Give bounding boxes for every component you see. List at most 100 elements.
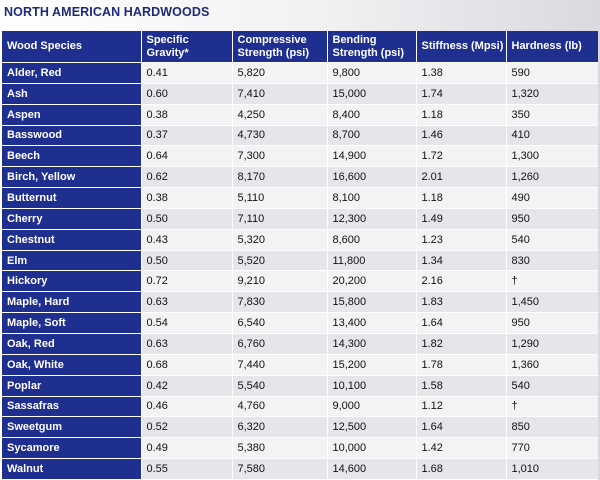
cell-bending-strength: 11,800 [327,250,417,272]
cell-specific-gravity: 0.72 [141,270,233,293]
hardwoods-table: Wood Species Specific Gravity* Compressi… [2,31,598,480]
cell-stiffness: 1.18 [416,187,507,209]
col-header-bending-strength: Bending Strength (psi) [327,31,417,63]
cell-hardness: 590 [506,62,598,84]
cell-compressive-strength: 6,540 [232,312,328,334]
cell-bending-strength: 12,300 [327,208,417,230]
table-row: Basswood 0.37 4,730 8,700 1.46 410 [2,125,598,147]
cell-stiffness: 1.82 [416,333,507,355]
cell-stiffness: 1.46 [416,125,507,147]
cell-hardness: 950 [506,208,598,230]
cell-stiffness: 1.18 [416,104,507,126]
cell-hardness: 1,300 [506,145,598,168]
cell-stiffness: 1.83 [416,291,507,314]
cell-hardness: 1,360 [506,354,598,376]
cell-specific-gravity: 0.37 [141,125,233,147]
table-row: Oak, Red 0.63 6,760 14,300 1.82 1,290 [2,333,598,355]
cell-hardness: 1,450 [506,291,598,314]
cell-stiffness: 1.58 [416,375,507,397]
cell-species: Aspen [2,104,142,126]
cell-stiffness: 1.78 [416,354,507,376]
cell-bending-strength: 15,200 [327,354,417,376]
cell-bending-strength: 13,400 [327,312,417,334]
table-row: Sassafras 0.46 4,760 9,000 1.12 † [2,396,598,418]
cell-hardness: 950 [506,312,598,334]
cell-compressive-strength: 4,250 [232,104,328,126]
cell-hardness: 1,260 [506,166,598,189]
cell-stiffness: 1.42 [416,437,507,460]
cell-species: Oak, Red [2,333,142,355]
table-row: Alder, Red 0.41 5,820 9,800 1.38 590 [2,62,598,84]
cell-bending-strength: 10,000 [327,437,417,460]
cell-hardness: † [506,396,598,418]
cell-specific-gravity: 0.46 [141,396,233,418]
cell-bending-strength: 8,600 [327,229,417,251]
cell-species: Oak, White [2,354,142,376]
cell-bending-strength: 14,300 [327,333,417,355]
cell-compressive-strength: 7,110 [232,208,328,230]
cell-hardness: 540 [506,375,598,397]
table-row: Maple, Soft 0.54 6,540 13,400 1.64 950 [2,312,598,334]
cell-bending-strength: 15,000 [327,83,417,105]
cell-bending-strength: 14,900 [327,145,417,168]
table-row: Ash 0.60 7,410 15,000 1.74 1,320 [2,83,598,105]
cell-compressive-strength: 5,540 [232,375,328,397]
cell-specific-gravity: 0.54 [141,312,233,334]
cell-bending-strength: 10,100 [327,375,417,397]
cell-stiffness: 1.72 [416,145,507,168]
cell-specific-gravity: 0.49 [141,437,233,460]
table-row: Butternut 0.38 5,110 8,100 1.18 490 [2,187,598,209]
table-row: Cherry 0.50 7,110 12,300 1.49 950 [2,208,598,230]
cell-hardness: 850 [506,416,598,439]
cell-stiffness: 1.34 [416,250,507,272]
cell-hardness: † [506,270,598,293]
cell-bending-strength: 14,600 [327,458,417,480]
table-row: Sycamore 0.49 5,380 10,000 1.42 770 [2,437,598,460]
col-header-specific-gravity: Specific Gravity* [141,31,233,63]
header-row: Wood Species Specific Gravity* Compressi… [2,31,598,63]
cell-specific-gravity: 0.43 [141,229,233,251]
cell-compressive-strength: 4,760 [232,396,328,418]
cell-compressive-strength: 7,580 [232,458,328,480]
table-row: Birch, Yellow 0.62 8,170 16,600 2.01 1,260 [2,166,598,189]
cell-hardness: 540 [506,229,598,251]
cell-stiffness: 1.49 [416,208,507,230]
cell-compressive-strength: 5,520 [232,250,328,272]
cell-compressive-strength: 5,320 [232,229,328,251]
cell-specific-gravity: 0.38 [141,187,233,209]
cell-stiffness: 2.16 [416,270,507,293]
cell-species: Butternut [2,187,142,209]
cell-bending-strength: 8,400 [327,104,417,126]
cell-stiffness: 1.23 [416,229,507,251]
cell-compressive-strength: 7,830 [232,291,328,314]
cell-species: Basswood [2,125,142,147]
cell-stiffness: 1.12 [416,396,507,418]
cell-bending-strength: 9,800 [327,62,417,84]
cell-specific-gravity: 0.52 [141,416,233,439]
cell-specific-gravity: 0.41 [141,62,233,84]
table-row: Elm 0.50 5,520 11,800 1.34 830 [2,250,598,272]
cell-compressive-strength: 6,760 [232,333,328,355]
cell-species: Sweetgum [2,416,142,439]
table-row: Walnut 0.55 7,580 14,600 1.68 1,010 [2,458,598,480]
cell-compressive-strength: 7,440 [232,354,328,376]
cell-compressive-strength: 7,410 [232,83,328,105]
table-row: Beech 0.64 7,300 14,900 1.72 1,300 [2,145,598,168]
cell-species: Ash [2,83,142,105]
page-title: NORTH AMERICAN HARDWOODS [4,5,210,19]
col-header-compressive-strength: Compressive Strength (psi) [232,31,328,63]
cell-specific-gravity: 0.50 [141,250,233,272]
cell-bending-strength: 8,100 [327,187,417,209]
cell-species: Chestnut [2,229,142,251]
cell-compressive-strength: 9,210 [232,270,328,293]
cell-species: Poplar [2,375,142,397]
table-row: Poplar 0.42 5,540 10,100 1.58 540 [2,375,598,397]
cell-hardness: 350 [506,104,598,126]
cell-specific-gravity: 0.60 [141,83,233,105]
cell-specific-gravity: 0.64 [141,145,233,168]
cell-species: Hickory [2,270,142,293]
cell-hardness: 1,290 [506,333,598,355]
col-header-hardness: Hardness (lb) [506,31,598,63]
table-row: Aspen 0.38 4,250 8,400 1.18 350 [2,104,598,126]
cell-specific-gravity: 0.63 [141,291,233,314]
